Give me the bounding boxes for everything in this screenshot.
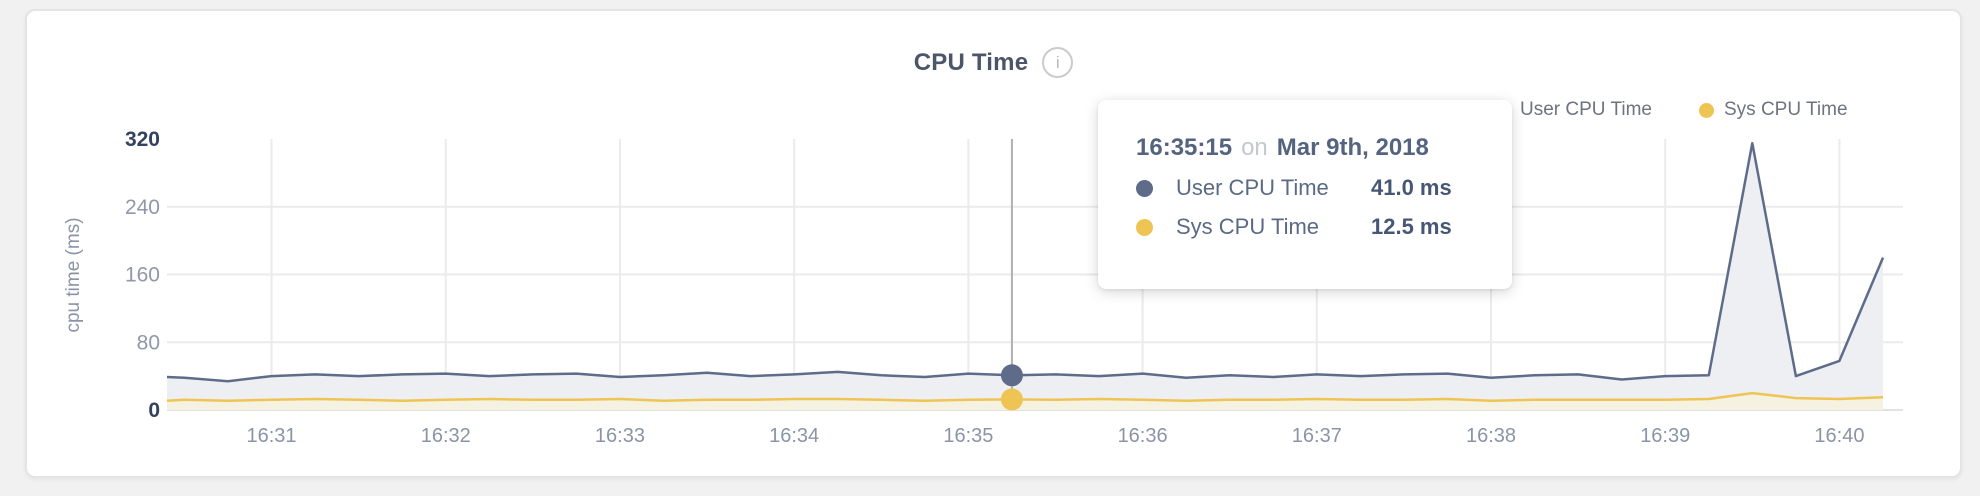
sys-series-dot-icon — [1136, 218, 1153, 236]
tooltip-time: 16:35:15 — [1136, 134, 1233, 161]
tooltip-row-user: User CPU Time 41.0 ms — [1136, 175, 1476, 201]
user-hover-marker — [1000, 364, 1023, 387]
x-tick-label: 16:34 — [769, 425, 819, 447]
y-tick-label: 80 — [137, 331, 160, 354]
x-tick-label: 16:31 — [246, 425, 296, 447]
x-tick-label: 16:40 — [1814, 425, 1864, 447]
x-tick-label: 16:37 — [1292, 425, 1342, 447]
y-tick-label: 160 — [125, 264, 160, 287]
x-tick-label: 16:33 — [595, 425, 645, 447]
chart-title: CPU Time — [913, 48, 1029, 76]
chart-tooltip: 16:35:15 on Mar 9th, 2018 User CPU Time 41… — [1098, 100, 1512, 289]
tooltip-header: 16:35:15 on Mar 9th, 2018 — [1136, 134, 1476, 162]
user-series-dot-icon — [1136, 179, 1153, 197]
x-tick-label: 16:36 — [1118, 425, 1168, 447]
info-icon[interactable]: i — [1042, 47, 1074, 78]
tooltip-row-label: Sys CPU Time — [1176, 214, 1320, 239]
x-tick-label: 16:39 — [1640, 425, 1690, 447]
tooltip-date: Mar 9th, 2018 — [1276, 134, 1429, 161]
legend-label: Sys CPU Time — [1724, 99, 1848, 120]
legend-item-sys-cpu-time[interactable]: Sys CPU Time — [1699, 100, 1848, 120]
tooltip-row-label: User CPU Time — [1176, 175, 1329, 200]
sys-cpu-area — [167, 393, 1883, 410]
sys-hover-marker — [1000, 388, 1023, 411]
tooltip-row-sys: Sys CPU Time 12.5 ms — [1136, 214, 1476, 240]
tooltip-conjunction: on — [1241, 134, 1268, 161]
tooltip-row-value: 12.5 ms — [1371, 214, 1452, 239]
x-tick-label: 16:32 — [421, 425, 471, 447]
x-tick-label: 16:38 — [1466, 425, 1516, 447]
chart-header: CPU Time i — [27, 47, 1960, 78]
cpu-time-chart-plot[interactable]: 0 80 160 240 320 16:31 16:32 16:33 16:34 16:35 16:… — [27, 11, 1964, 480]
x-tick-label: 16:35 — [943, 425, 993, 447]
y-tick-label: 320 — [125, 128, 160, 151]
user-cpu-line — [166, 141, 1885, 383]
y-tick-label: 0 — [148, 399, 160, 422]
legend-label: User CPU Time — [1520, 99, 1652, 120]
y-tick-label: 240 — [125, 196, 160, 219]
sys-series-dot-icon — [1699, 102, 1714, 118]
tooltip-row-value: 41.0 ms — [1371, 175, 1452, 200]
cpu-time-chart-card: CPU Time i cpu time (ms) User CPU Time S… — [25, 9, 1962, 478]
user-cpu-area — [167, 143, 1883, 410]
